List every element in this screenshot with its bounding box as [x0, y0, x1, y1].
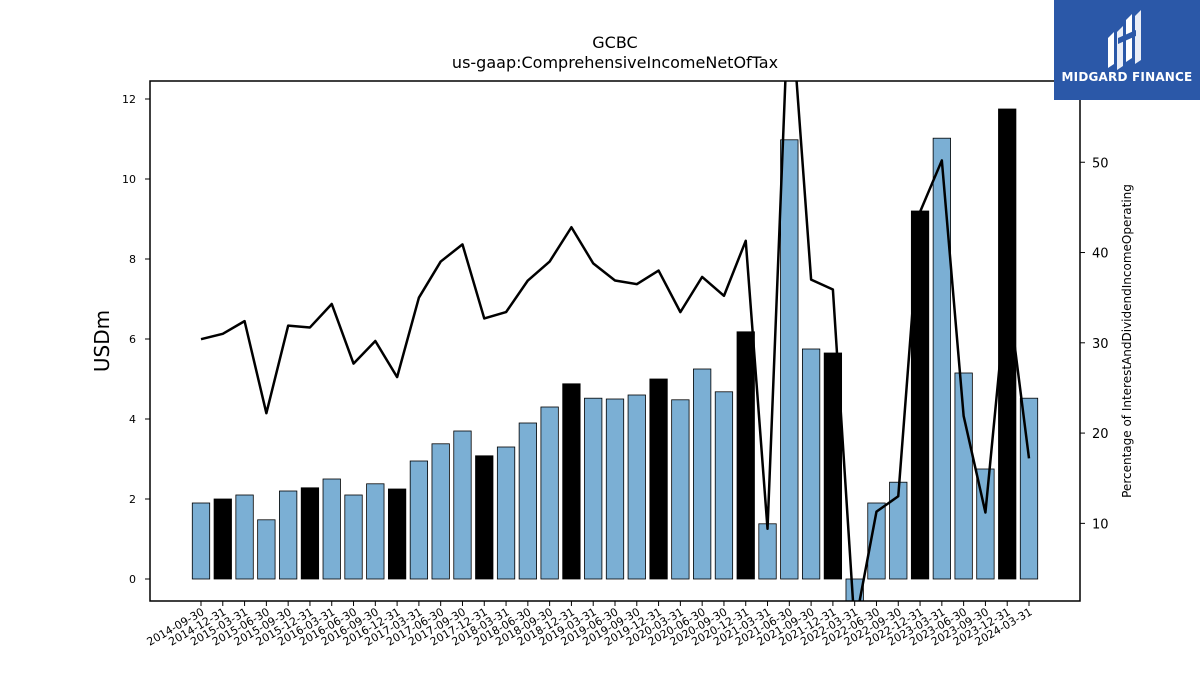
bar-2021-06-30	[780, 139, 799, 580]
bar-2015-09-30	[279, 490, 298, 580]
bar-2020-12-31	[736, 331, 755, 580]
bar-2018-03-31	[496, 446, 516, 580]
bar-2020-03-31	[671, 399, 690, 580]
y-axis-left: 0 2 4 6 8 10 12	[122, 93, 150, 586]
y-tick-label: 2	[129, 493, 136, 506]
bar-2014-12-31	[213, 498, 232, 580]
bar-2019-09-30	[627, 394, 646, 580]
bar-2015-03-31	[235, 494, 254, 580]
y-tick-label: 10	[122, 173, 136, 186]
bar-2019-06-30	[605, 398, 625, 580]
y2-tick-label: 30	[1092, 337, 1109, 352]
bar-2016-09-30	[366, 483, 385, 580]
bar-2020-06-30	[693, 368, 712, 580]
bar-2015-06-30	[257, 519, 276, 580]
y-axis-right: 10 20 30 40 50	[1080, 156, 1109, 532]
bar-2017-06-30	[431, 443, 450, 580]
y-axis-label: USDm	[90, 310, 114, 372]
bar-2018-06-30	[518, 422, 537, 580]
y-tick-label: 8	[129, 253, 136, 266]
line-series	[200, 81, 1031, 601]
bar-2018-12-31	[562, 383, 581, 580]
y2-tick-label: 20	[1092, 427, 1109, 442]
bar-2022-12-31	[910, 210, 930, 580]
bar-2021-12-31	[823, 352, 843, 580]
bar-2018-09-30	[540, 406, 559, 580]
bar-2023-12-31	[998, 108, 1017, 580]
y-tick-label: 4	[129, 413, 136, 426]
brand-name: MIDGARD FINANCE	[1061, 70, 1193, 84]
chart-subtitle: us-gaap:ComprehensiveIncomeNetOfTax	[452, 53, 778, 72]
bar-2016-03-31	[322, 478, 341, 580]
bar-2016-12-31	[387, 488, 407, 580]
bar-2017-03-31	[409, 460, 429, 580]
line-path	[200, 81, 1031, 601]
y-tick-label: 0	[129, 573, 136, 586]
y2-axis-label: Percentage of InterestAndDividendIncomeO…	[1120, 184, 1134, 498]
brand-badge: MIDGARD FINANCE	[1054, 0, 1200, 100]
bar-2016-06-30	[344, 494, 363, 580]
midgard-logo-icon	[1108, 10, 1141, 70]
bar-2024-03-31	[1019, 397, 1039, 580]
bar-2021-03-31	[758, 523, 777, 580]
bar-2023-03-31	[932, 137, 951, 580]
y2-tick-label: 40	[1092, 247, 1109, 262]
bar-2014-09-30	[191, 502, 211, 580]
y2-tick-label: 10	[1092, 517, 1109, 532]
bar-2021-09-30	[801, 348, 821, 580]
bar-2019-03-31	[584, 397, 603, 580]
bar-2020-09-30	[714, 391, 734, 580]
y-tick-label: 6	[129, 333, 136, 346]
bar-2019-12-31	[649, 378, 668, 580]
y2-tick-label: 50	[1092, 156, 1109, 171]
bar-2017-09-30	[453, 430, 472, 580]
bar-2017-12-31	[475, 455, 494, 580]
bar-2022-06-30	[867, 502, 886, 580]
chart-title: GCBC	[592, 33, 637, 52]
y-tick-label: 12	[122, 93, 136, 106]
bar-2022-03-31	[845, 578, 864, 601]
bar-series	[191, 108, 1039, 601]
bar-2015-12-31	[300, 487, 320, 580]
bar-2023-06-30	[954, 372, 973, 580]
x-axis: 2014-09-302014-12-312015-03-312015-06-30…	[145, 601, 1035, 649]
